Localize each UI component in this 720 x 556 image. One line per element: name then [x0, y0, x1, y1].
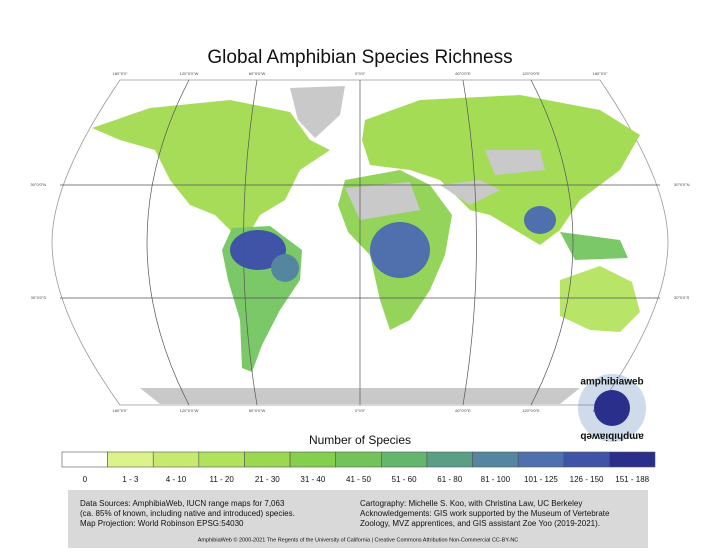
legend-label: 61 - 80: [437, 475, 462, 484]
graticule-label: 180°0'0": [113, 71, 128, 76]
world-map: 180°0'0" 120°0'0"W 60°0'0"W 0°0'0" 60°0'0"E 1…: [30, 71, 689, 413]
footer-box: [68, 490, 648, 548]
central-africa: [370, 222, 430, 278]
legend-swatch: [107, 451, 154, 468]
graticule-label: 60°0'0"W: [249, 408, 266, 413]
meridian: [146, 79, 190, 406]
footer-text: Zoology, MVZ apprentices, and GIS assist…: [360, 519, 600, 528]
legend-label: 51 - 60: [392, 475, 417, 484]
logo-text: amphibiaweb: [580, 377, 643, 388]
footer-text: Map Projection: World Robinson EPSG:5403…: [80, 519, 244, 528]
graticule-label: 60°0'0"E: [455, 71, 471, 76]
legend-swatch: [563, 451, 610, 468]
legend-title: Number of Species: [309, 433, 411, 447]
north-america: [92, 100, 330, 232]
legend-label: 11 - 20: [209, 475, 234, 484]
graticule-label: 0°0'0": [355, 71, 366, 76]
greenland: [290, 86, 345, 138]
legend-swatch: [152, 451, 200, 468]
graticule-label: 180°0'0": [113, 408, 128, 413]
legend-swatch: [609, 451, 656, 468]
legend-swatch: [381, 451, 428, 468]
australia: [560, 266, 640, 332]
graticule-label: 120°0'0"E: [522, 71, 540, 76]
legend-swatch: [517, 451, 565, 468]
legend-label: 126 - 150: [570, 475, 604, 484]
indonesia: [560, 232, 628, 260]
graticule-label: 60°0'0"E: [455, 408, 471, 413]
legend-swatch: [244, 451, 291, 468]
map-title: Global Amphibian Species Richness: [207, 47, 512, 68]
legend-label: 1 - 3: [122, 475, 139, 484]
graticule-label: 30°0'0"N: [30, 182, 46, 187]
meridian: [530, 79, 574, 406]
graticule-label: 60°0'0"W: [249, 71, 266, 76]
footer-text: Acknowledgements: GIS work supported by …: [360, 509, 610, 518]
legend-swatch: [61, 451, 108, 468]
legend-label: 81 - 100: [481, 475, 511, 484]
graticule-label: 120°0'0"W: [180, 408, 199, 413]
logo: amphibiaweb amphibiaweb: [578, 374, 646, 442]
central-asia-dry: [485, 150, 545, 175]
legend-label: 4 - 10: [166, 475, 187, 484]
logo-globe: [594, 390, 630, 426]
legend-swatch: [472, 451, 519, 468]
meridian: [462, 79, 477, 406]
graticule-label: 30°0'0"N: [674, 182, 690, 187]
footer-text: (ca. 85% of known, including native and …: [80, 509, 295, 518]
legend-swatch: [198, 451, 245, 468]
legend-swatch: [426, 451, 473, 468]
legend-label: 21 - 30: [255, 475, 280, 484]
footer-text: Cartography: Michelle S. Koo, with Chris…: [360, 499, 582, 508]
footer-text: Data Sources: AmphibiaWeb, IUCN range ma…: [80, 499, 285, 508]
legend-label: 151 - 188: [615, 475, 649, 484]
meridian: [243, 79, 258, 406]
graticule-label: 120°0'0"W: [180, 71, 199, 76]
legend-swatch: [335, 451, 382, 468]
legend-label: 31 - 40: [300, 475, 325, 484]
southeast-asia: [524, 206, 556, 234]
graticule-label: 180°0'0": [593, 71, 608, 76]
sahara: [345, 182, 420, 220]
legend-swatch: [289, 451, 336, 468]
arabia-dry: [440, 180, 500, 205]
legend-label: 0: [83, 475, 88, 484]
legend-label: 41 - 50: [346, 475, 371, 484]
legend-label: 101 - 125: [524, 475, 558, 484]
atlantic-forest: [271, 254, 299, 282]
graticule-label: 120°0'0"E: [522, 408, 540, 413]
graticule-label: 30°0'0"S: [31, 295, 47, 300]
logo-text: amphibiaweb: [580, 430, 643, 441]
graticule-label: 0°0'0": [355, 408, 366, 413]
graticule-label: 30°0'0"S: [674, 295, 690, 300]
footer-credit: AmphibiaWeb © 2000-2021 The Regents of t…: [198, 536, 519, 543]
